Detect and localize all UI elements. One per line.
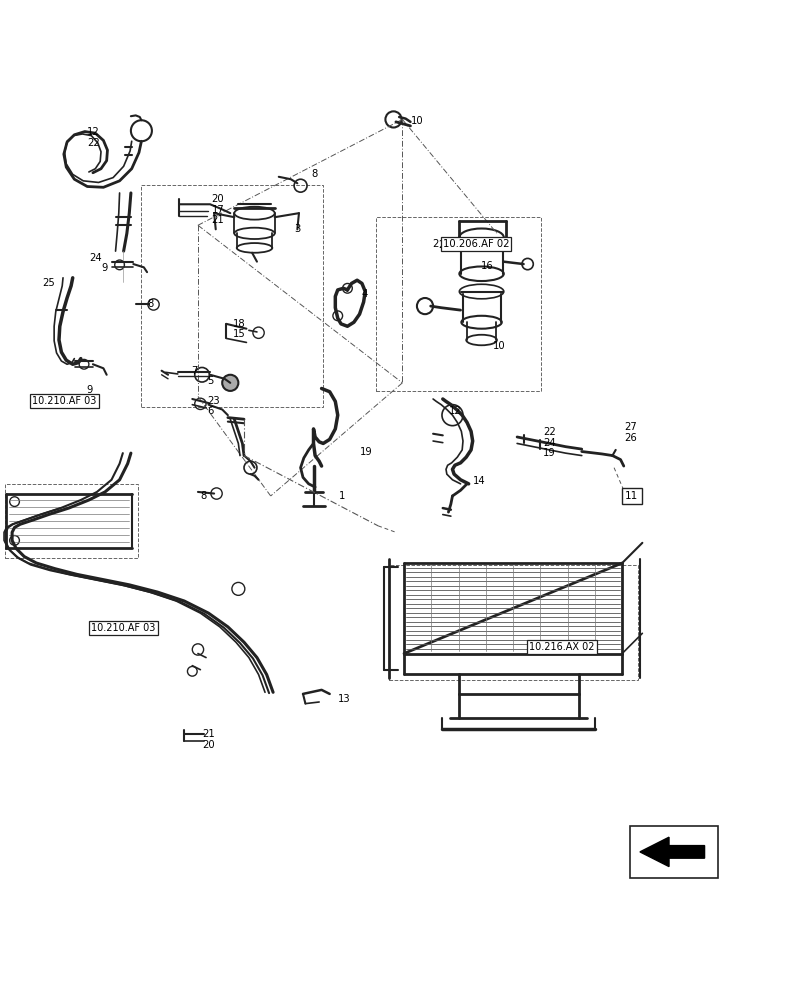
Text: 10.210.AF 03: 10.210.AF 03 xyxy=(91,623,156,633)
Text: 20: 20 xyxy=(202,740,215,750)
Text: 26: 26 xyxy=(625,433,638,443)
Text: 2: 2 xyxy=(432,239,439,249)
Text: 24: 24 xyxy=(543,438,556,448)
Circle shape xyxy=(222,375,238,391)
Text: 6: 6 xyxy=(207,406,213,416)
Text: 5: 5 xyxy=(207,376,213,386)
Text: 10: 10 xyxy=(410,116,423,126)
Text: 8: 8 xyxy=(200,491,207,501)
Text: 15: 15 xyxy=(233,329,246,339)
Text: 11: 11 xyxy=(625,491,638,501)
Text: 10: 10 xyxy=(493,341,506,351)
Text: 14: 14 xyxy=(473,476,486,486)
Bar xyxy=(376,217,541,391)
Text: 23: 23 xyxy=(207,396,220,406)
Text: 12: 12 xyxy=(87,127,100,137)
Text: 20: 20 xyxy=(212,194,225,204)
Text: 2: 2 xyxy=(439,240,445,250)
Text: 1: 1 xyxy=(339,491,346,501)
Text: 7: 7 xyxy=(191,366,198,376)
Text: 9: 9 xyxy=(86,385,93,395)
Text: 10.216.AX 02: 10.216.AX 02 xyxy=(529,642,595,652)
Text: 19: 19 xyxy=(543,448,556,458)
Text: 10.206.AF 02: 10.206.AF 02 xyxy=(443,239,509,249)
Bar xyxy=(389,565,638,680)
Text: 3: 3 xyxy=(294,224,301,234)
Text: 22: 22 xyxy=(87,138,100,148)
Text: 12: 12 xyxy=(448,406,461,416)
Text: 10.210.AF 03: 10.210.AF 03 xyxy=(32,396,97,406)
Text: 21: 21 xyxy=(212,215,225,225)
Text: 24: 24 xyxy=(89,253,102,263)
Text: 8: 8 xyxy=(311,169,318,179)
Text: 18: 18 xyxy=(233,319,246,329)
Text: 17: 17 xyxy=(212,205,225,215)
Text: 13: 13 xyxy=(338,694,351,704)
Text: 4: 4 xyxy=(362,289,368,299)
Text: 21: 21 xyxy=(202,729,215,739)
Text: 8: 8 xyxy=(148,299,154,309)
Text: 9: 9 xyxy=(101,263,107,273)
Polygon shape xyxy=(640,837,705,867)
Bar xyxy=(630,826,718,878)
Text: 25: 25 xyxy=(42,278,55,288)
Bar xyxy=(141,185,323,407)
Text: 19: 19 xyxy=(360,447,372,457)
Text: 22: 22 xyxy=(543,427,556,437)
Text: 16: 16 xyxy=(481,261,494,271)
Bar xyxy=(5,484,138,558)
Text: 27: 27 xyxy=(625,422,638,432)
